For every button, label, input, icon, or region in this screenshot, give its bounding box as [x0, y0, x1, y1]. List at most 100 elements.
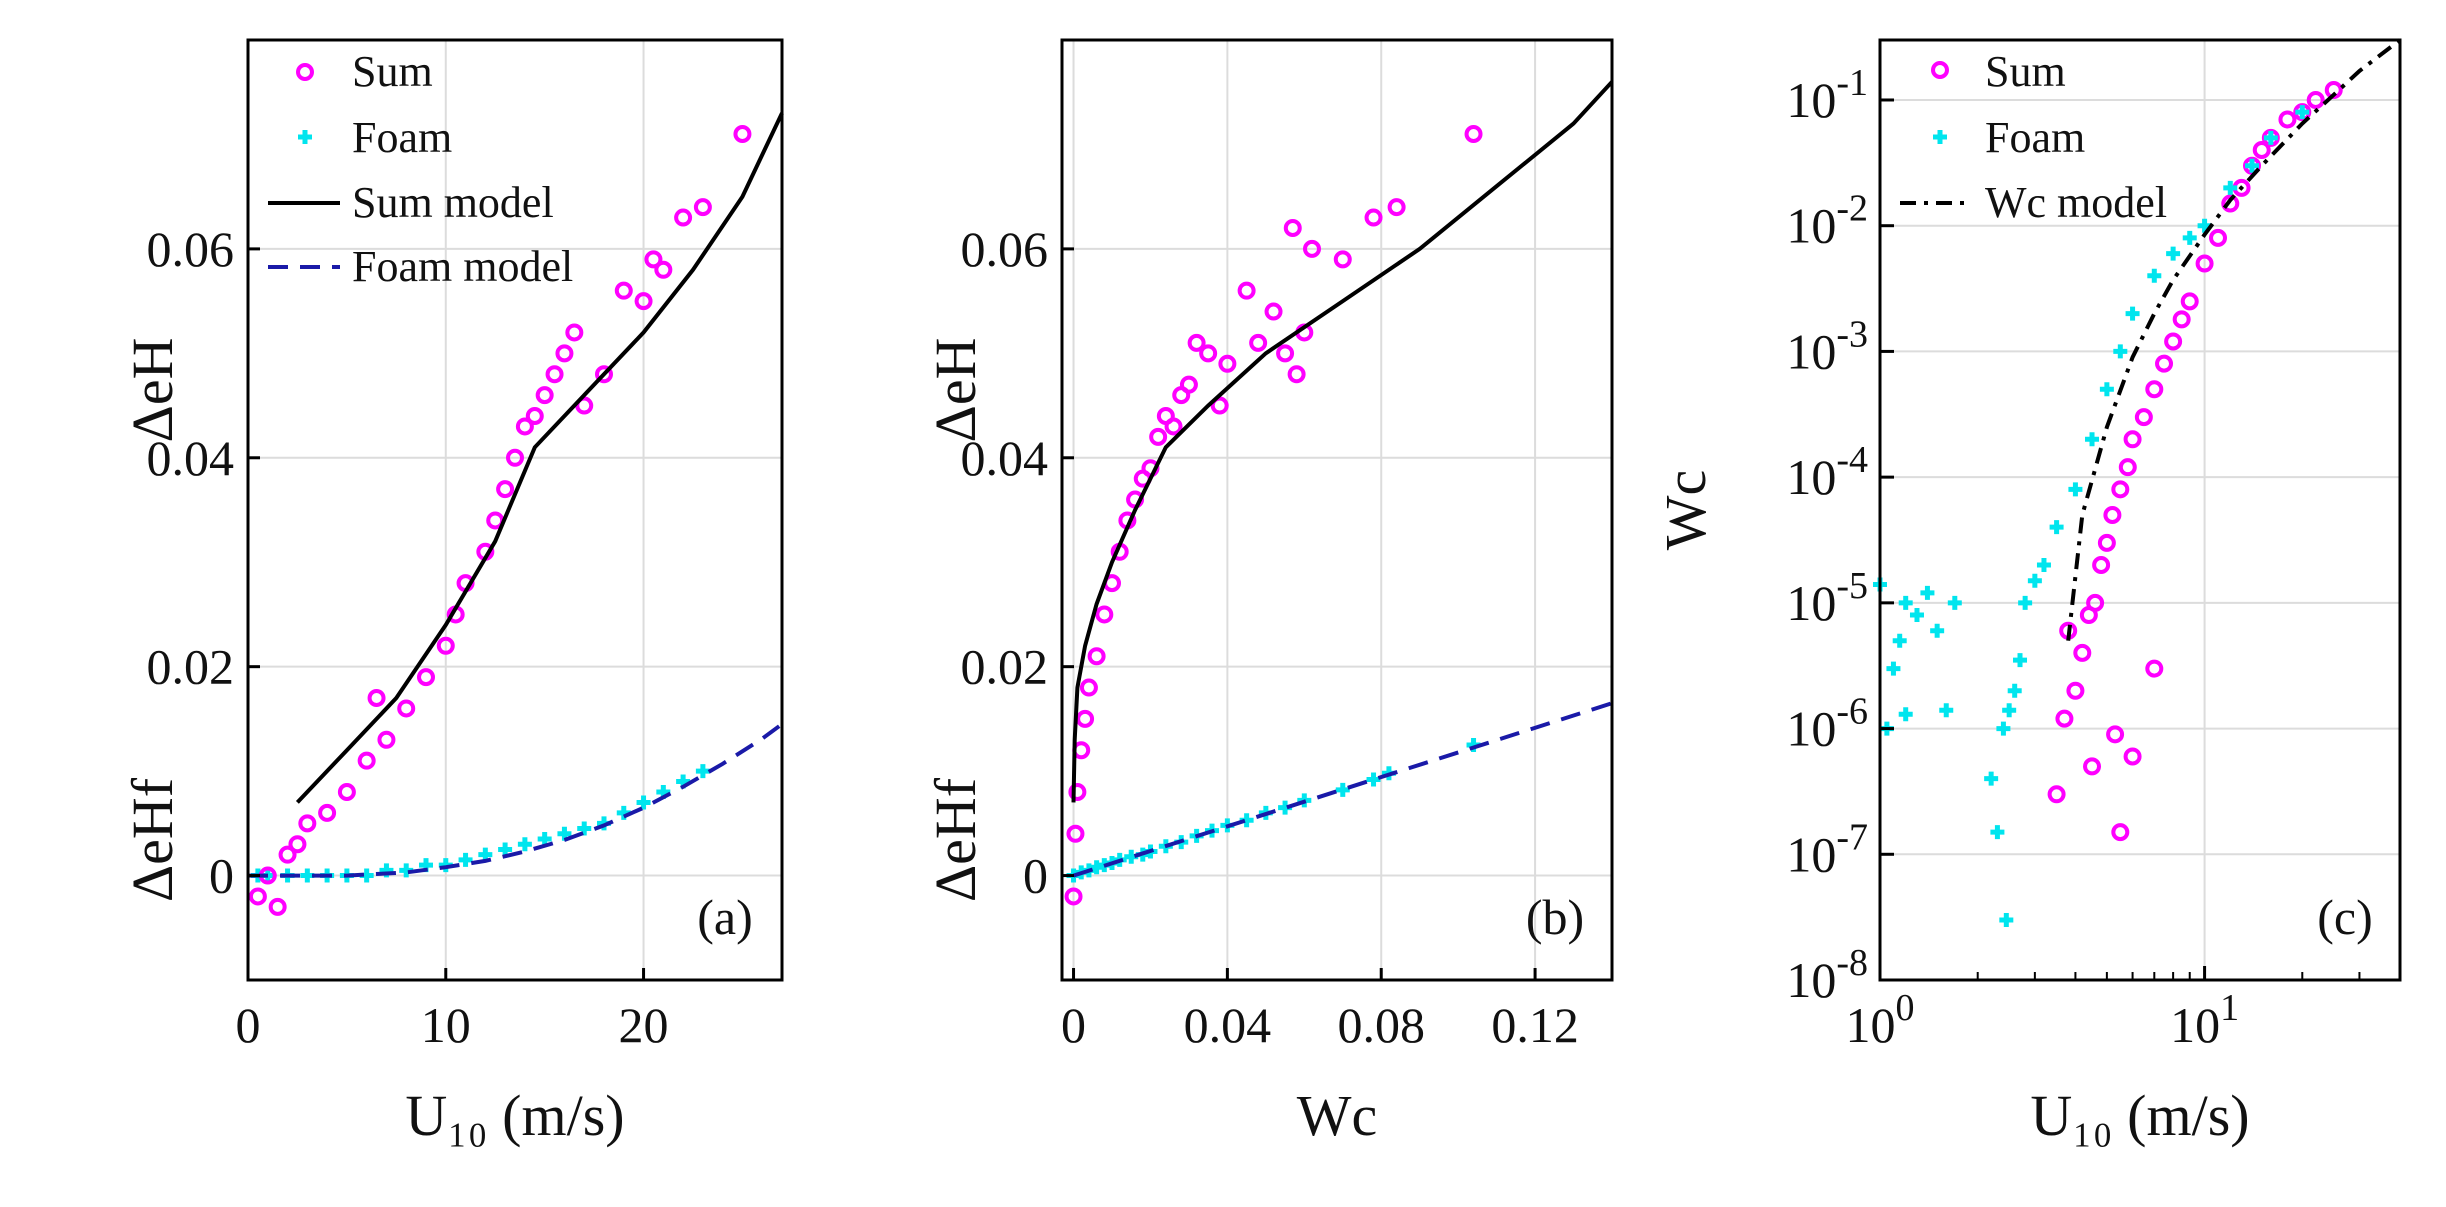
- sum-point: [1464, 125, 1483, 143]
- legend-c-foam-label: Foam: [1985, 113, 2085, 162]
- foam-point: [2147, 268, 2162, 283]
- sum-point: [614, 281, 633, 300]
- foam-model-line: [248, 722, 784, 878]
- panel-a-xlabel: U₁₀ (m/s): [405, 1083, 624, 1148]
- foam-point: [1366, 772, 1381, 787]
- foam-point: [1984, 771, 1999, 786]
- sum-point: [377, 730, 396, 749]
- sum-point: [1064, 887, 1083, 906]
- foam-point: [1996, 721, 2011, 736]
- y-tick-label: 0.06: [961, 221, 1049, 277]
- foam-point: [300, 868, 315, 883]
- foam-point: [2295, 105, 2310, 120]
- sum-point: [2221, 194, 2240, 213]
- y-tick-label: 0: [1023, 848, 1048, 904]
- foam-point: [2007, 683, 2022, 698]
- sum-point: [2073, 643, 2092, 662]
- sum-point: [2195, 254, 2214, 273]
- sum-point: [2055, 709, 2074, 728]
- foam-point: [2049, 520, 2064, 535]
- foam-point: [2125, 306, 2140, 321]
- sum-point: [2155, 354, 2174, 373]
- panel-c-legend: Sum Foam Wc model: [1900, 47, 2167, 227]
- foam-point: [2018, 595, 2033, 610]
- y-tick-label: 0.04: [961, 430, 1049, 486]
- foam-point: [1920, 585, 1935, 600]
- sum-point: [268, 897, 287, 916]
- sum-point: [733, 125, 752, 143]
- sum-point: [2306, 90, 2325, 109]
- foam-point: [1892, 633, 1907, 648]
- sum-point: [2097, 533, 2116, 552]
- y-tick-label: 0.04: [147, 430, 235, 486]
- legend-foam-model-label: Foam model: [352, 242, 573, 291]
- sum-point: [2209, 228, 2228, 247]
- sum-point: [1249, 333, 1268, 352]
- x-tick-label: 0: [1061, 997, 1086, 1053]
- sum-point: [575, 396, 594, 415]
- sum-point: [525, 407, 544, 425]
- sum-point: [2134, 408, 2153, 427]
- legend-sum-model-label: Sum model: [352, 178, 554, 227]
- sum-point: [1164, 417, 1183, 436]
- panel-b-ylabel-top: ΔeH: [923, 338, 988, 443]
- sum-point: [545, 365, 564, 384]
- panel-a-ylabel-top: ΔeH: [120, 338, 185, 443]
- sum-point: [555, 344, 574, 363]
- sum-point: [1210, 396, 1229, 415]
- sum-point: [565, 323, 584, 342]
- panel-b-ylabel-bottom: ΔeHf: [923, 777, 988, 902]
- foam-point: [2113, 344, 2128, 359]
- sum-point: [1364, 208, 1383, 227]
- panel-a-legend: Sum Foam Sum model Foam model: [268, 47, 573, 291]
- sum-point: [417, 668, 435, 687]
- sum-point: [337, 783, 356, 801]
- sum-point: [674, 208, 693, 227]
- x-tick-label: 0.08: [1337, 997, 1425, 1053]
- legend-c-foam-marker: [1933, 130, 1947, 144]
- sum-point: [2083, 757, 2102, 776]
- foam-point: [517, 837, 532, 852]
- panel-c-frame: [1878, 38, 2402, 982]
- foam-point: [2036, 558, 2051, 573]
- sum-point: [595, 365, 613, 384]
- foam-point: [577, 821, 592, 836]
- sum-point: [2180, 292, 2199, 311]
- panel-c-xlabel: U₁₀ (m/s): [2030, 1083, 2249, 1148]
- foam-point: [2223, 180, 2238, 195]
- sum-point: [1283, 219, 1302, 237]
- sum-point: [318, 803, 337, 822]
- panel-a: 0 10 20 0 0.02 0.04 0.06 ΔeH ΔeHf U₁₀ (m/s) (a…: [120, 38, 784, 1148]
- foam-point: [2245, 158, 2260, 173]
- sum-point: [298, 814, 317, 833]
- sum-point: [1387, 198, 1406, 217]
- foam-point: [1898, 707, 1913, 722]
- legend-foam-label: Foam: [352, 113, 452, 162]
- sum-point: [1149, 427, 1168, 446]
- panel-b-label: (b): [1526, 889, 1584, 945]
- sum-point: [506, 448, 524, 467]
- panel-a-ylabel-bottom: ΔeHf: [120, 777, 185, 902]
- legend-c-sum-label: Sum: [1985, 47, 2066, 96]
- sum-point: [248, 887, 267, 906]
- x-tick-label: 0.12: [1491, 997, 1579, 1053]
- sum-point: [357, 751, 376, 770]
- x-tick-label: 0.04: [1184, 997, 1272, 1053]
- foam-point: [2085, 432, 2100, 447]
- legend-c-model-label: Wc model: [1985, 178, 2167, 227]
- sum-point: [654, 260, 673, 279]
- panel-b: 0 0.04 0.08 0.12 0 0.02 0.04 0.06 ΔeH ΔeHf Wc (…: [923, 38, 1614, 1148]
- sum-point: [644, 250, 663, 269]
- sum-point: [436, 636, 455, 655]
- panel-c-label: (c): [2317, 889, 2373, 945]
- foam-point: [2027, 573, 2042, 588]
- sum-point: [2086, 593, 2105, 612]
- sum-point: [1066, 824, 1085, 843]
- foam-point: [1886, 661, 1901, 676]
- foam-point: [1939, 703, 1954, 718]
- x-tick-label: 0: [236, 997, 261, 1053]
- y-tick-label: 0.02: [961, 639, 1049, 695]
- foam-point: [458, 852, 473, 867]
